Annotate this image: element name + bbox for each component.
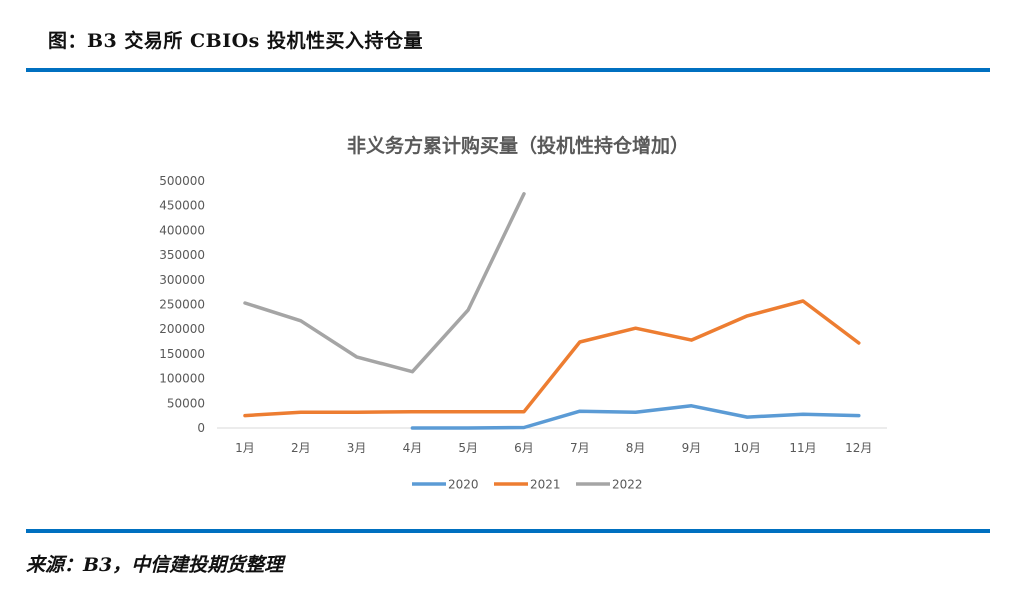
x-axis: 1月 2月 3月 4月 5月 6月 7月 8月 9月 10月 11月 12月 <box>235 441 872 455</box>
series-line-2021 <box>243 299 861 418</box>
source-note: 来源：B3，中信建投期货整理 <box>26 554 284 576</box>
x-tick-label: 10月 <box>734 441 761 455</box>
x-tick-label: 6月 <box>514 441 534 455</box>
x-tick-label: 7月 <box>570 441 590 455</box>
x-tick-label: 1月 <box>235 441 255 455</box>
y-tick-label: 250000 <box>159 298 205 312</box>
legend-label-2022: 2022 <box>612 478 643 492</box>
y-tick-label: 50000 <box>167 396 205 410</box>
bottom-rule <box>26 529 990 533</box>
x-tick-label: 9月 <box>682 441 702 455</box>
legend-label-2020: 2020 <box>448 478 479 492</box>
series-lines <box>243 192 861 430</box>
y-tick-label: 300000 <box>159 273 205 287</box>
chart-title: 非义务方累计购买量（投机性持仓增加） <box>347 134 689 157</box>
x-tick-label: 11月 <box>789 441 816 455</box>
series-line-2020 <box>410 404 861 430</box>
x-tick-label: 3月 <box>347 441 367 455</box>
legend-label-2021: 2021 <box>530 478 561 492</box>
x-tick-label: 2月 <box>291 441 311 455</box>
x-tick-label: 12月 <box>845 441 872 455</box>
y-tick-label: 150000 <box>159 347 205 361</box>
y-tick-label: 450000 <box>159 199 205 213</box>
x-tick-label: 8月 <box>626 441 646 455</box>
legend: 2020 2021 2022 <box>412 478 643 492</box>
y-tick-label: 0 <box>197 421 205 435</box>
y-tick-label: 350000 <box>159 248 205 262</box>
y-tick-label: 500000 <box>159 174 205 188</box>
series-line-2022 <box>243 192 526 374</box>
top-rule <box>26 68 990 72</box>
y-tick-label: 400000 <box>159 223 205 237</box>
y-tick-label: 200000 <box>159 322 205 336</box>
y-tick-label: 100000 <box>159 372 205 386</box>
x-tick-label: 4月 <box>403 441 423 455</box>
y-axis: 0 50000 100000 150000 200000 250000 300000 3500… <box>159 174 205 435</box>
figure-title: 图：B3 交易所 CBIOs 投机性买入持仓量 <box>48 30 423 52</box>
x-tick-label: 5月 <box>458 441 478 455</box>
